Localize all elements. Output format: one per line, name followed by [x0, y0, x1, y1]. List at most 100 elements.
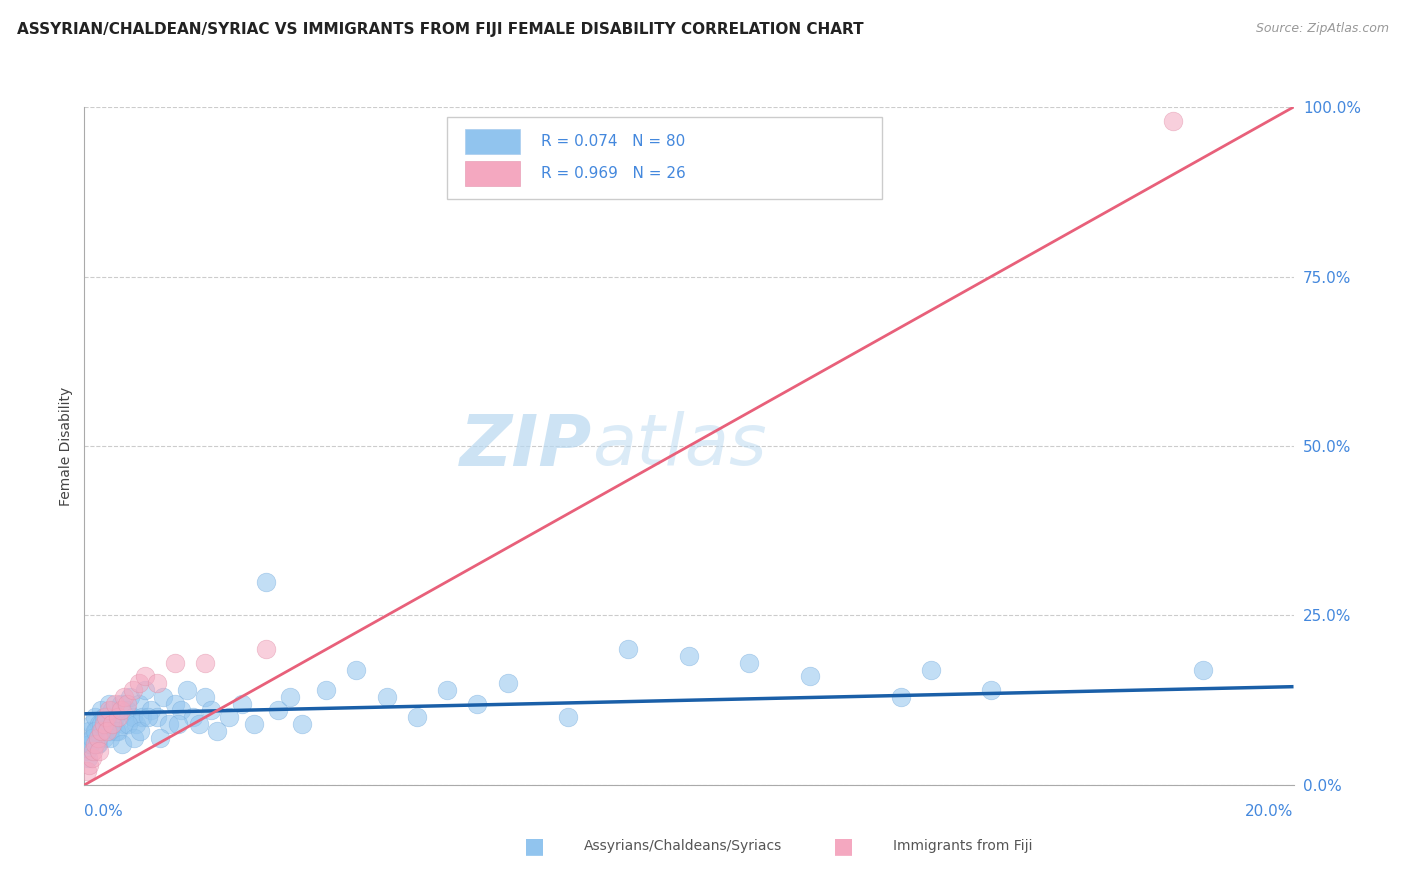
Point: [167, 717, 190, 731]
Point: [207, 723, 229, 738]
Point: [80, 717, 103, 731]
Point: [890, 690, 912, 704]
Point: [134, 669, 156, 683]
Point: [278, 690, 301, 704]
Point: [97, 697, 120, 711]
Y-axis label: Female Disability: Female Disability: [59, 386, 73, 506]
Point: [121, 710, 143, 724]
Bar: [465, 128, 520, 154]
Point: [436, 683, 458, 698]
Text: Immigrants from Fiji: Immigrants from Fiji: [893, 839, 1032, 853]
Point: [89, 744, 111, 758]
Point: [254, 642, 277, 657]
Point: [200, 703, 222, 717]
Point: [76, 764, 98, 779]
Point: [94, 710, 117, 724]
Point: [149, 731, 172, 745]
Point: [920, 663, 942, 677]
Text: atlas: atlas: [592, 411, 766, 481]
Point: [188, 717, 211, 731]
Point: [738, 656, 761, 670]
Point: [165, 697, 187, 711]
Point: [291, 717, 314, 731]
Point: [146, 676, 169, 690]
Point: [110, 697, 132, 711]
Point: [121, 683, 143, 698]
Point: [80, 751, 103, 765]
Text: R = 0.074   N = 80: R = 0.074 N = 80: [541, 134, 686, 149]
Point: [96, 717, 118, 731]
Point: [170, 703, 193, 717]
Point: [107, 723, 129, 738]
Text: ■: ■: [524, 836, 544, 855]
Point: [242, 717, 264, 731]
Text: ZIP: ZIP: [460, 411, 592, 481]
Point: [125, 717, 148, 731]
Point: [799, 669, 821, 683]
Point: [115, 697, 138, 711]
Point: [86, 737, 108, 751]
Point: [346, 663, 368, 677]
Point: [118, 690, 141, 704]
Point: [496, 676, 519, 690]
Point: [128, 697, 150, 711]
Point: [84, 737, 107, 751]
Bar: [465, 161, 520, 186]
Point: [104, 710, 127, 724]
Point: [86, 723, 108, 738]
Text: 0.0%: 0.0%: [84, 805, 124, 819]
Point: [467, 697, 489, 711]
Point: [79, 737, 101, 751]
Point: [103, 717, 125, 731]
Point: [231, 697, 253, 711]
Point: [194, 656, 217, 670]
Point: [218, 710, 240, 724]
Point: [129, 723, 152, 738]
Point: [82, 731, 104, 745]
Point: [176, 683, 198, 698]
Point: [131, 710, 153, 724]
Point: [86, 731, 108, 745]
Point: [165, 656, 187, 670]
Point: [90, 717, 112, 731]
Point: [104, 697, 127, 711]
Point: [98, 731, 121, 745]
Point: [77, 757, 100, 772]
Point: [77, 723, 100, 738]
Point: [93, 717, 115, 731]
Point: [112, 717, 135, 731]
FancyBboxPatch shape: [447, 117, 883, 199]
Point: [406, 710, 429, 724]
Text: ■: ■: [834, 836, 853, 855]
Point: [157, 717, 180, 731]
Point: [181, 710, 204, 724]
Point: [315, 683, 337, 698]
Point: [94, 710, 117, 724]
Point: [86, 737, 108, 751]
Text: 20.0%: 20.0%: [1246, 805, 1294, 819]
Point: [678, 649, 700, 664]
Point: [1192, 663, 1215, 677]
Point: [557, 710, 579, 724]
Point: [1161, 113, 1184, 128]
Point: [112, 690, 135, 704]
Point: [128, 676, 150, 690]
Point: [90, 723, 112, 738]
Point: [100, 703, 122, 717]
Point: [980, 683, 1002, 698]
Point: [90, 703, 112, 717]
Point: [89, 717, 111, 731]
Point: [117, 717, 139, 731]
Point: [139, 703, 162, 717]
Point: [83, 723, 105, 738]
Point: [152, 690, 174, 704]
Point: [98, 723, 121, 738]
Point: [267, 703, 290, 717]
Text: Source: ZipAtlas.com: Source: ZipAtlas.com: [1256, 22, 1389, 36]
Point: [91, 723, 114, 738]
Point: [100, 717, 122, 731]
Point: [136, 710, 159, 724]
Point: [82, 731, 104, 745]
Point: [115, 703, 138, 717]
Text: R = 0.969   N = 26: R = 0.969 N = 26: [541, 166, 686, 181]
